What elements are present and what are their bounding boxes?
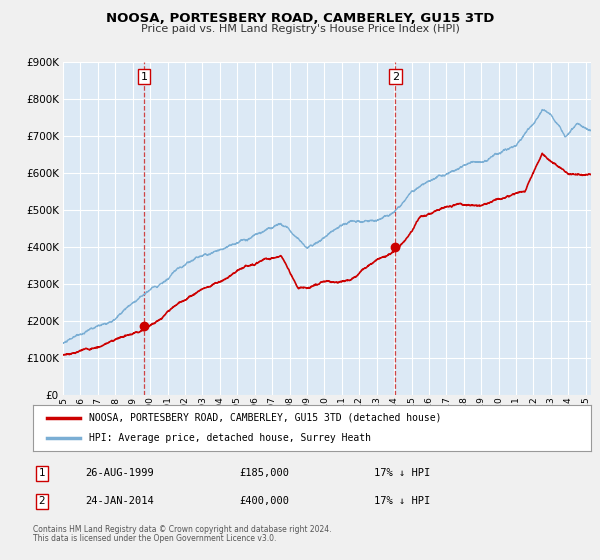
Text: 24-JAN-2014: 24-JAN-2014: [86, 496, 154, 506]
Text: HPI: Average price, detached house, Surrey Heath: HPI: Average price, detached house, Surr…: [89, 433, 371, 443]
Text: 1: 1: [140, 72, 148, 82]
Text: NOOSA, PORTESBERY ROAD, CAMBERLEY, GU15 3TD: NOOSA, PORTESBERY ROAD, CAMBERLEY, GU15 …: [106, 12, 494, 25]
Text: This data is licensed under the Open Government Licence v3.0.: This data is licensed under the Open Gov…: [33, 534, 277, 543]
Text: Price paid vs. HM Land Registry's House Price Index (HPI): Price paid vs. HM Land Registry's House …: [140, 24, 460, 34]
Text: 17% ↓ HPI: 17% ↓ HPI: [374, 468, 430, 478]
Text: 26-AUG-1999: 26-AUG-1999: [86, 468, 154, 478]
Text: £400,000: £400,000: [239, 496, 289, 506]
Text: 2: 2: [392, 72, 399, 82]
Text: 2: 2: [38, 496, 46, 506]
Text: £185,000: £185,000: [239, 468, 289, 478]
Text: 1: 1: [38, 468, 46, 478]
Text: Contains HM Land Registry data © Crown copyright and database right 2024.: Contains HM Land Registry data © Crown c…: [33, 525, 331, 534]
Text: 17% ↓ HPI: 17% ↓ HPI: [374, 496, 430, 506]
Text: NOOSA, PORTESBERY ROAD, CAMBERLEY, GU15 3TD (detached house): NOOSA, PORTESBERY ROAD, CAMBERLEY, GU15 …: [89, 413, 442, 423]
